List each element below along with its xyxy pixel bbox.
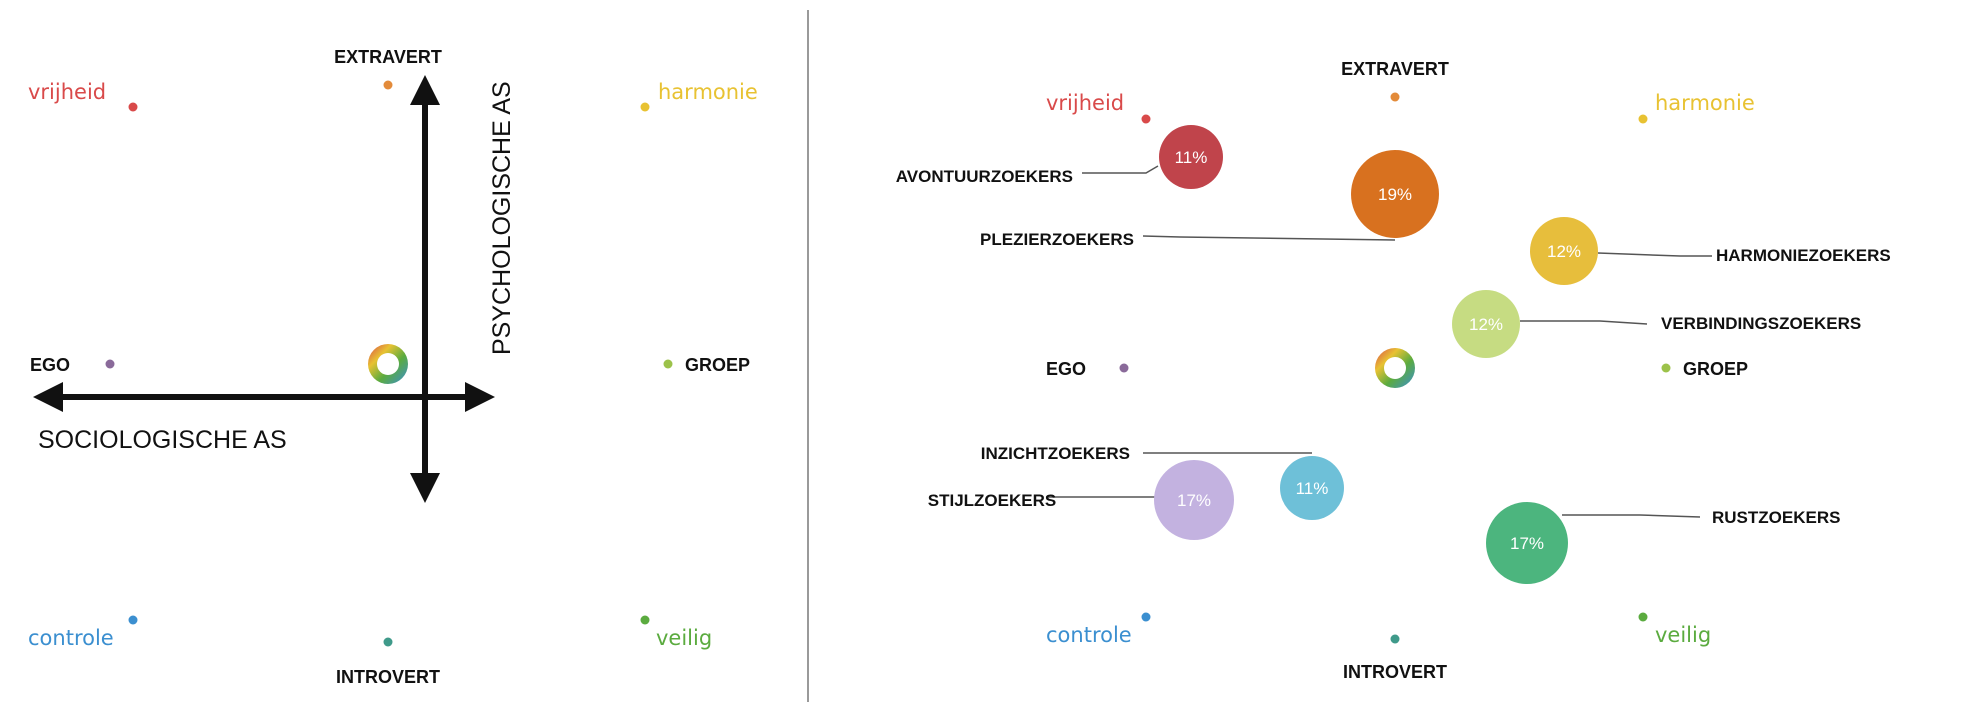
bubble-rustzoekers: 17% [1486,502,1568,584]
leader-rustzoekers [1562,514,1701,518]
left-controle-label: controle [28,626,114,650]
left-diagram: EXTRAVERT INTROVERT EGO GROEP vrijheid h… [28,47,758,687]
segment-leader-lines [1046,165,1712,518]
leader-harmoniezoekers [1597,252,1712,257]
left-harmonie-label: harmonie [658,80,758,104]
left-center-ring-icon [368,344,408,384]
pct-inzichtzoekers: 11% [1296,479,1329,498]
bubble-harmoniezoekers: 12% [1530,217,1598,285]
right-groep-label: GROEP [1683,359,1748,379]
right-center-ring-icon [1375,348,1415,388]
label-harmoniezoekers: HARMONIEZOEKERS [1716,246,1891,265]
pct-harmoniezoekers: 12% [1547,242,1581,261]
bubble-stijlzoekers: 17% [1154,460,1234,540]
right-controle-label: controle [1046,623,1132,647]
bubble-verbindingszoekers: 12% [1452,290,1520,358]
right-diagram: 11% 19% 12% 12% 11% 17% 17% [896,59,1891,682]
right-vrijheid-label: vrijheid [1046,91,1124,115]
bubble-avontuurzoekers: 11% [1159,125,1223,189]
right-introvert-label: INTROVERT [1343,662,1447,682]
left-vrijheid-dot [128,102,138,112]
right-vrijheid-dot [1141,114,1151,124]
bubble-stijlzoekers-circle [1154,460,1234,540]
left-harmonie-dot [640,102,650,112]
leader-avontuurzoekers [1082,165,1159,174]
psychologische-as-label: PSYCHOLOGISCHE AS [488,81,516,355]
label-rustzoekers: RUSTZOEKERS [1712,508,1840,527]
right-ego-label: EGO [1046,359,1086,379]
right-controle-dot [1141,612,1151,622]
left-introvert-label: INTROVERT [336,667,440,687]
left-controle-dot [128,615,138,625]
bubble-avontuurzoekers-circle [1159,125,1223,189]
bubble-inzichtzoekers-circle [1280,456,1344,520]
left-veilig-label: veilig [656,626,712,650]
bubble-plezierzoekers-circle [1351,150,1439,238]
bubble-verbindingszoekers-circle [1452,290,1520,358]
left-extravert-label: EXTRAVERT [334,47,442,67]
pct-verbindingszoekers: 12% [1469,315,1503,334]
leader-plezierzoekers [1142,235,1396,241]
bubble-plezierzoekers: 19% [1351,150,1439,238]
left-ego-label: EGO [30,355,70,375]
right-veilig-label: veilig [1655,623,1711,647]
left-extravert-dot [383,80,393,90]
left-ego-dot [105,359,115,369]
right-ego-dot [1119,363,1129,373]
left-groep-dot [663,359,673,369]
label-avontuurzoekers: AVONTUURZOEKERS [896,167,1073,186]
label-verbindingszoekers: VERBINDINGSZOEKERS [1661,314,1861,333]
leader-verbindingszoekers [1520,320,1648,325]
pct-stijlzoekers: 17% [1177,491,1211,510]
label-plezierzoekers: PLEZIERZOEKERS [980,230,1134,249]
label-stijlzoekers: STIJLZOEKERS [928,491,1056,510]
left-veilig-dot [640,615,650,625]
left-introvert-dot [383,637,393,647]
right-introvert-dot [1390,634,1400,644]
sociologische-as-label: SOCIOLOGISCHE AS [38,426,287,454]
right-veilig-dot [1638,612,1648,622]
pct-rustzoekers: 17% [1510,534,1544,553]
left-groep-label: GROEP [685,355,750,375]
right-groep-dot [1661,363,1671,373]
left-vrijheid-label: vrijheid [28,80,106,104]
bubble-inzichtzoekers: 11% [1280,456,1344,520]
right-harmonie-dot [1638,114,1648,124]
right-extravert-dot [1390,92,1400,102]
right-harmonie-label: harmonie [1655,91,1755,115]
pct-plezierzoekers: 19% [1378,185,1412,204]
pct-avontuurzoekers: 11% [1175,148,1208,167]
right-extravert-label: EXTRAVERT [1341,59,1449,79]
label-inzichtzoekers: INZICHTZOEKERS [981,444,1130,463]
bubble-harmoniezoekers-circle [1530,217,1598,285]
bubble-rustzoekers-circle [1486,502,1568,584]
